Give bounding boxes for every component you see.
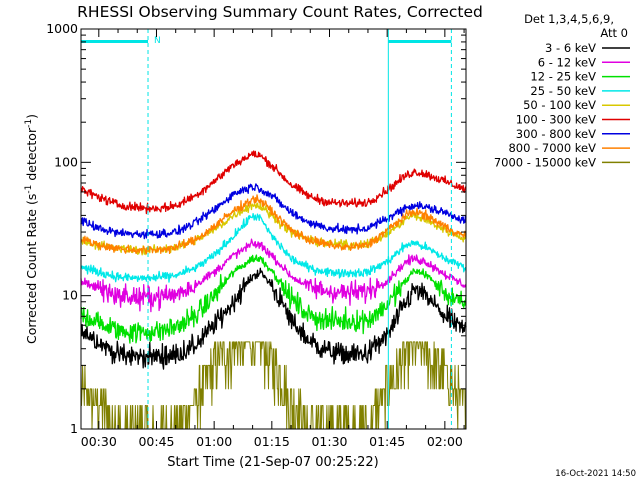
legend-label: 50 - 100 keV — [523, 98, 596, 112]
y-tick-label: 100 — [54, 154, 78, 169]
series-line-3 — [80, 212, 467, 283]
series-line-5 — [80, 150, 467, 215]
x-tick-label: 00:45 — [138, 434, 174, 449]
legend-header-line1: Det 1,3,4,5,6,9, — [524, 12, 614, 26]
y-tick-label: 1000 — [46, 21, 78, 36]
flag-layer: N — [81, 29, 452, 429]
footer-timestamp: 16-Oct-2021 14:50 — [555, 469, 636, 479]
y-axis-label-part3: ) — [24, 114, 39, 119]
x-tick-label: 00:30 — [81, 434, 117, 449]
series-line-8 — [80, 341, 466, 430]
chart-title: RHESSI Observing Summary Count Rates, Co… — [77, 3, 483, 21]
legend-header-line2: Att 0 — [600, 26, 628, 40]
legend-label: 3 - 6 keV — [545, 41, 596, 55]
y-axis-label-part2: detector — [24, 127, 39, 185]
series-line-2 — [80, 254, 467, 344]
y-axis-label-sup1: -1 — [24, 185, 34, 194]
series-line-7 — [80, 194, 467, 255]
legend-label: 100 - 300 keV — [516, 113, 596, 127]
series-line-1 — [80, 238, 467, 313]
series-line-0 — [80, 267, 467, 370]
x-tick-label: 01:30 — [311, 434, 347, 449]
y-axis-label-part1: Corrected Count Rate (s — [24, 194, 39, 344]
legend-label: 7000 - 15000 keV — [494, 155, 596, 169]
axis-layer: 00:30 00:45 01:00 01:15 01:30 01:45 02:00 1 10 10… — [46, 21, 466, 449]
x-tick-label: 01:15 — [254, 434, 290, 449]
legend-label: 800 - 7000 keV — [508, 141, 596, 155]
x-tick-label: 01:45 — [369, 434, 405, 449]
plot-frame — [80, 28, 467, 430]
flag-bar-1 — [388, 40, 452, 43]
y-tick-label: 1 — [70, 421, 78, 436]
plot-area — [80, 150, 467, 430]
x-axis-label: Start Time (21-Sep-07 00:25:22) — [167, 455, 378, 470]
series-line-6 — [80, 183, 467, 240]
x-tick-label: 02:00 — [427, 434, 463, 449]
night-marker-label: N — [154, 36, 161, 46]
legend-label: 25 - 50 keV — [530, 84, 596, 98]
y-axis-label-sup2: -1 — [24, 119, 34, 128]
x-tick-label: 01:00 — [196, 434, 232, 449]
y-tick-label: 10 — [62, 288, 78, 303]
legend-label: 6 - 12 keV — [538, 55, 596, 69]
legend-label: 300 - 800 keV — [516, 127, 596, 141]
y-axis-label: Corrected Count Rate (s-1 detector-1) — [24, 114, 39, 344]
legend-label: 12 - 25 keV — [530, 70, 596, 84]
flag-bar-0 — [81, 40, 149, 43]
